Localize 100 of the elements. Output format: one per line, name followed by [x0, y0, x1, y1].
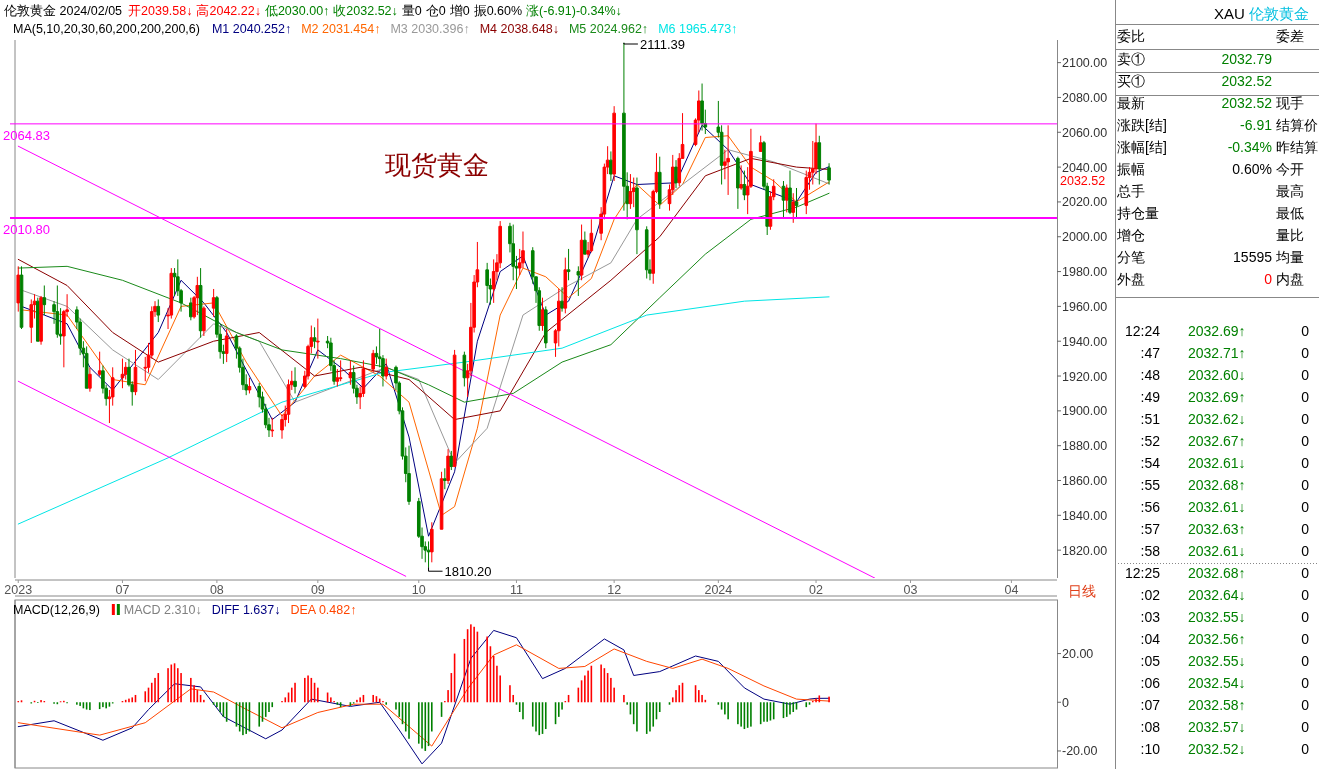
candlestick	[700, 83, 704, 132]
candlestick	[739, 164, 743, 191]
text: 量比	[1276, 228, 1304, 243]
x-tick-label: 10	[411, 583, 426, 597]
text: :58	[1140, 543, 1161, 559]
text: 2032.52↓	[1188, 741, 1246, 757]
text: 12:25	[1124, 565, 1161, 581]
text: M1 2040.252↑	[211, 22, 292, 36]
candlestick	[804, 170, 809, 215]
x-tick-label: 09	[310, 583, 325, 597]
text: 0	[1301, 477, 1310, 493]
text: 2032.79	[1221, 51, 1273, 67]
text: 委差	[1276, 29, 1304, 44]
text: 0	[1301, 433, 1310, 449]
x-tick-label: 04	[1004, 583, 1019, 597]
text: 2032.61↓	[1188, 455, 1246, 471]
candlestick	[644, 225, 649, 280]
text: 0	[1301, 697, 1310, 713]
text: 2032.60↓	[1188, 367, 1246, 383]
candlestick	[576, 265, 581, 297]
candlestick	[39, 295, 43, 346]
text: 振幅	[1117, 161, 1145, 177]
text: :52	[1140, 433, 1161, 449]
text: 0	[1301, 389, 1310, 405]
text: 0	[1301, 719, 1310, 735]
y-tick-label: 20.00	[1062, 647, 1094, 662]
text: 2032.62↓	[1188, 411, 1246, 427]
text: 2032.68↑	[1188, 565, 1246, 581]
candlestick	[736, 156, 740, 210]
text: 0	[1301, 675, 1310, 691]
candlestick	[579, 224, 584, 281]
text: :04	[1140, 631, 1161, 647]
y-tick-label: 1960.00	[1062, 299, 1108, 314]
text: 2032.57↓	[1188, 719, 1246, 735]
text: 买①	[1117, 73, 1145, 89]
text: 总手	[1116, 183, 1145, 199]
text: 现手	[1276, 96, 1304, 111]
y-tick-label: 2040.00	[1062, 160, 1108, 175]
text: 最高	[1276, 184, 1304, 199]
candlestick	[485, 262, 489, 304]
candlestick	[726, 124, 730, 196]
candlestick	[784, 184, 789, 213]
y-tick-label: 1980.00	[1062, 265, 1108, 280]
text: :06	[1140, 675, 1161, 691]
text: :57	[1140, 521, 1161, 537]
text: 12:24	[1124, 323, 1161, 339]
text: 0	[1301, 565, 1310, 581]
candlestick	[742, 170, 747, 201]
line-series	[17, 644, 830, 747]
text: 2032.55↓	[1188, 653, 1246, 669]
text: DEA 0.482↑	[290, 603, 357, 617]
candlestick	[270, 417, 275, 438]
text: 今开	[1276, 162, 1304, 177]
y-tick-label: 1840.00	[1062, 508, 1108, 523]
text: 2032.54↓	[1188, 675, 1246, 691]
text: 0	[1301, 653, 1310, 669]
candlestick	[407, 445, 411, 506]
text: :48	[1140, 367, 1161, 383]
text: 仓0	[425, 4, 446, 18]
text: 分笔	[1117, 249, 1145, 265]
text: 0	[1301, 455, 1310, 471]
candlestick	[674, 159, 678, 189]
candlestick	[583, 231, 587, 255]
candlestick	[198, 267, 203, 339]
candlestick	[348, 359, 353, 386]
text: 委比	[1117, 28, 1145, 44]
ref-line-label: 2064.83	[3, 127, 50, 143]
candlestick	[84, 345, 89, 389]
candlestick	[657, 156, 662, 210]
y-tick-label: 0	[1062, 695, 1069, 710]
y-tick-label: 1820.00	[1062, 543, 1108, 558]
line-series	[17, 296, 830, 525]
text: :49	[1140, 389, 1161, 405]
text: 最新	[1117, 95, 1145, 111]
text: 伦敦黄金	[1248, 5, 1309, 22]
text: M2 2031.454↑	[301, 22, 381, 36]
text: 0	[1301, 499, 1310, 515]
text: :56	[1140, 499, 1161, 515]
line-series	[17, 629, 830, 765]
y-tick-label: 2060.00	[1062, 125, 1108, 140]
text: 2032.67↑	[1188, 433, 1246, 449]
text: :51	[1140, 411, 1161, 427]
candlestick	[788, 170, 792, 215]
y-tick-label: -20.00	[1062, 744, 1098, 759]
candlestick	[817, 135, 822, 186]
text: 持仓量	[1117, 205, 1159, 221]
text: DIFF 1.637↓	[211, 603, 281, 617]
text: 增0	[448, 4, 470, 18]
text: M6 1965.473↑	[658, 22, 738, 36]
candlestick	[563, 257, 568, 314]
text: 均量	[1275, 250, 1304, 265]
candlestick	[609, 150, 613, 182]
text: XAU	[1214, 5, 1245, 22]
candlestick	[42, 285, 47, 316]
y-tick-label: 2080.00	[1062, 90, 1108, 105]
text: 外盘	[1117, 271, 1145, 287]
text: -6.91	[1240, 117, 1273, 133]
text: :10	[1140, 741, 1161, 757]
annotation: 现货黄金	[385, 150, 489, 180]
text: 低2030.00↑	[264, 4, 330, 18]
